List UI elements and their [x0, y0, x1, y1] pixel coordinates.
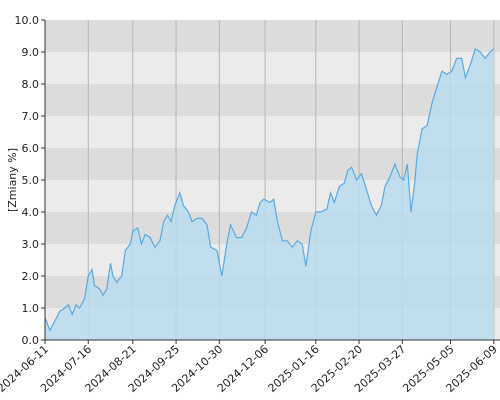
- band: [45, 20, 500, 52]
- y-tick-label: 6.0: [22, 142, 40, 155]
- y-axis-label: [Zmiany %]: [6, 148, 19, 212]
- y-tick-label: 0.0: [22, 334, 40, 347]
- y-tick-label: 8.0: [22, 78, 40, 91]
- area: [45, 48, 494, 341]
- line: [44, 47, 495, 332]
- y-tick-label: 5.0: [22, 174, 40, 187]
- band: [45, 84, 500, 116]
- y-tick-label: 10.0: [15, 14, 40, 27]
- y-tick-label: 9.0: [22, 46, 40, 59]
- band: [45, 52, 500, 84]
- y-tick-label: 1.0: [22, 302, 40, 315]
- y-tick-label: 7.0: [22, 110, 40, 123]
- y-tick-label: 2.0: [22, 270, 40, 283]
- y-tick-label: 4.0: [22, 206, 40, 219]
- y-tick-label: 3.0: [22, 238, 40, 251]
